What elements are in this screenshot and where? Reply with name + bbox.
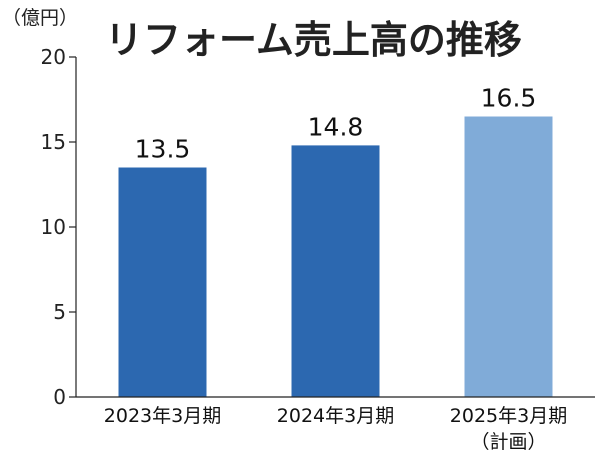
category-labels: 2023年3月期 2024年3月期 2025年3月期 （計画） xyxy=(104,405,567,453)
y-tick-label: 5 xyxy=(53,300,66,324)
chart-title: リフォーム売上高の推移 xyxy=(105,18,522,62)
y-tick-label: 15 xyxy=(41,130,66,154)
unit-label: （億円） xyxy=(2,7,78,29)
bar xyxy=(464,116,553,397)
bar xyxy=(291,145,380,397)
y-axis: 0 5 10 15 20 xyxy=(41,45,77,409)
value-label: 13.5 xyxy=(135,135,191,164)
category-label: 2023年3月期 xyxy=(104,405,221,427)
value-label: 16.5 xyxy=(481,84,537,113)
value-label: 14.8 xyxy=(308,112,364,141)
bars xyxy=(118,116,553,397)
bar xyxy=(118,167,207,397)
category-note: （計画） xyxy=(470,431,546,453)
category-label: 2024年3月期 xyxy=(277,405,394,427)
value-labels: 13.5 14.8 16.5 xyxy=(135,84,537,164)
y-tick-label: 20 xyxy=(41,45,66,69)
y-tick-label: 0 xyxy=(53,385,66,409)
y-tick-label: 10 xyxy=(41,215,66,239)
category-label: 2025年3月期 xyxy=(450,405,567,427)
